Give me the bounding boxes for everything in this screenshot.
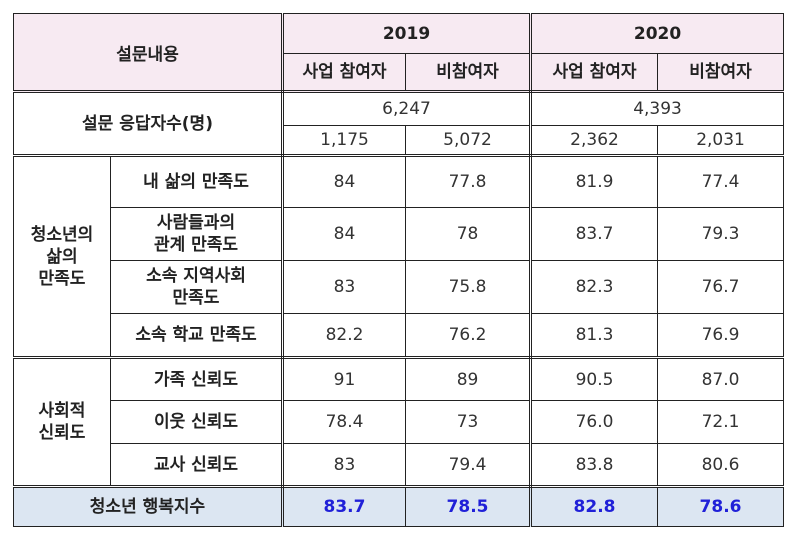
value-cell: 81.9 <box>530 155 659 208</box>
table-row: 교사 신뢰도 83 79.4 83.8 80.6 <box>14 443 785 488</box>
respondents-value: 2,031 <box>657 125 785 157</box>
value-cell: 80.6 <box>657 443 785 488</box>
value-cell: 79.3 <box>657 207 785 261</box>
respondents-total-2019: 6,247 <box>281 91 533 126</box>
table-row: 사회적 신뢰도 가족 신뢰도 91 89 90.5 87.0 <box>13 357 785 488</box>
year-2019: 2019 <box>281 13 533 54</box>
respondents-total-2020: 4,393 <box>530 91 785 126</box>
subheader: 비참여자 <box>657 53 785 93</box>
row-label: 교사 신뢰도 <box>110 443 284 488</box>
happiness-index-value: 78.6 <box>657 486 785 527</box>
table-row: 이웃 신뢰도 78.4 73 76.0 72.1 <box>14 400 785 444</box>
value-cell: 84 <box>282 207 406 261</box>
table-row: 청소년의 삶의 만족도 내 삶의 만족도 84 77.8 81.9 77.4 <box>13 155 785 359</box>
respondents-value: 2,362 <box>530 125 659 157</box>
row-label: 사람들과의 관계 만족도 <box>110 207 284 261</box>
row-label: 내 삶의 만족도 <box>110 155 284 208</box>
value-cell: 83 <box>282 260 406 314</box>
happiness-index-value: 78.5 <box>404 486 533 527</box>
value-cell: 82.2 <box>282 313 406 359</box>
value-cell: 76.2 <box>404 313 533 359</box>
table-row: 설문내용 2019 2020 <box>13 13 785 93</box>
value-cell: 81.3 <box>530 313 659 359</box>
value-cell: 72.1 <box>657 400 785 444</box>
table-row: 사람들과의 관계 만족도 84 78 83.7 79.3 <box>14 207 785 261</box>
table-row: 1,175 5,072 2,362 2,031 <box>14 125 785 157</box>
value-cell: 73 <box>404 400 533 444</box>
subheader: 비참여자 <box>404 53 533 93</box>
value-cell: 75.8 <box>404 260 533 314</box>
value-cell: 83.8 <box>530 443 659 488</box>
subheader: 사업 참여자 <box>530 53 659 93</box>
respondents-value: 1,175 <box>282 125 406 157</box>
table-row: 소속 지역사회 만족도 83 75.8 82.3 76.7 <box>14 260 785 314</box>
table-row: 설문 응답자수(명) 6,247 4,393 <box>13 91 785 157</box>
group-label: 청소년의 삶의 만족도 <box>13 155 111 359</box>
header-title: 설문내용 <box>13 13 284 93</box>
value-cell: 89 <box>404 357 533 401</box>
value-cell: 79.4 <box>404 443 533 488</box>
table-row: 소속 학교 만족도 82.2 76.2 81.3 76.9 <box>14 313 785 359</box>
survey-table: 설문내용 2019 2020 사업 참여자 비참여자 사업 참여자 비참여자 설문 응답자수(… <box>13 13 785 527</box>
value-cell: 84 <box>282 155 406 208</box>
value-cell: 76.9 <box>657 313 785 359</box>
value-cell: 82.3 <box>530 260 659 314</box>
respondents-label: 설문 응답자수(명) <box>13 91 284 157</box>
value-cell: 78.4 <box>282 400 406 444</box>
happiness-index-value: 82.8 <box>530 486 659 527</box>
footer-label: 청소년 행복지수 <box>13 486 284 527</box>
value-cell: 91 <box>282 357 406 401</box>
respondents-value: 5,072 <box>404 125 533 157</box>
value-cell: 83 <box>282 443 406 488</box>
subheader: 사업 참여자 <box>282 53 406 93</box>
row-label: 가족 신뢰도 <box>110 357 284 401</box>
happiness-index-value: 83.7 <box>282 486 406 527</box>
row-label: 소속 지역사회 만족도 <box>110 260 284 314</box>
value-cell: 76.7 <box>657 260 785 314</box>
year-2020: 2020 <box>530 13 785 54</box>
row-label: 소속 학교 만족도 <box>110 313 284 359</box>
row-label: 이웃 신뢰도 <box>110 400 284 444</box>
group-label: 사회적 신뢰도 <box>13 357 111 488</box>
value-cell: 76.0 <box>530 400 659 444</box>
value-cell: 87.0 <box>657 357 785 401</box>
table-row: 청소년 행복지수 83.7 78.5 82.8 78.6 <box>13 486 785 527</box>
value-cell: 78 <box>404 207 533 261</box>
table-row: 사업 참여자 비참여자 사업 참여자 비참여자 <box>14 53 785 93</box>
value-cell: 77.8 <box>404 155 533 208</box>
value-cell: 90.5 <box>530 357 659 401</box>
value-cell: 83.7 <box>530 207 659 261</box>
value-cell: 77.4 <box>657 155 785 208</box>
